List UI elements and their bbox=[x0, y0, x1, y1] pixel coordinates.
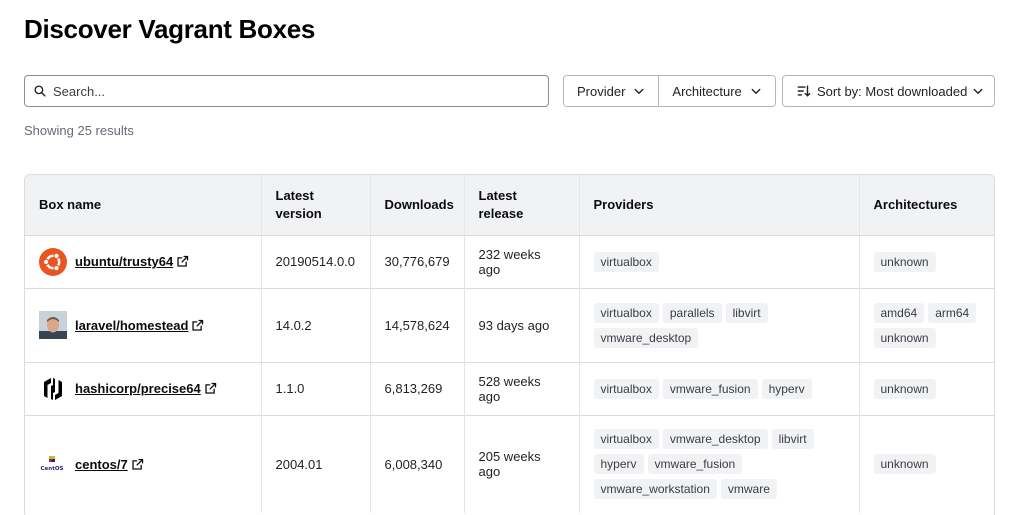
filter-group: Provider Architecture bbox=[563, 75, 776, 107]
provider-tag: vmware bbox=[720, 479, 777, 500]
table-row: laravel/homestead 14.0.2 14,578,624 93 d… bbox=[25, 288, 994, 362]
boxes-table: Box name Latest version Downloads Latest … bbox=[24, 174, 995, 515]
table-row: CentOS centos/7 2004.01 6,008,340 205 we… bbox=[25, 415, 994, 513]
architecture-tag: unknown bbox=[873, 454, 936, 475]
box-link-hashicorp-precise64[interactable]: hashicorp/precise64 bbox=[75, 381, 217, 396]
table-row: hashicorp/precise64 1.1.0 6,813,269 528 … bbox=[25, 362, 994, 415]
header-downloads: Downloads bbox=[369, 175, 464, 235]
version-cell: 1.1.0 bbox=[260, 362, 370, 415]
release-cell: 205 weeks ago bbox=[463, 415, 579, 513]
chevron-down-icon bbox=[634, 88, 644, 94]
version-cell: 14.0.2 bbox=[260, 288, 370, 362]
provider-filter-label: Provider bbox=[577, 83, 626, 99]
header-latest-version: Latest version bbox=[260, 175, 370, 235]
downloads-cell: 6,813,269 bbox=[369, 362, 464, 415]
architecture-filter-button[interactable]: Architecture bbox=[658, 76, 775, 106]
external-link-icon bbox=[177, 255, 189, 267]
sort-label: Sort by: Most downloaded bbox=[817, 83, 968, 99]
architecture-tag: arm64 bbox=[928, 302, 977, 323]
header-providers: Providers bbox=[578, 175, 859, 235]
provider-tag: libvirt bbox=[771, 429, 814, 450]
release-cell: 93 days ago bbox=[463, 288, 579, 362]
header-architectures: Architectures bbox=[858, 175, 994, 235]
providers-cell: virtualbox bbox=[578, 235, 859, 288]
sort-button[interactable]: Sort by: Most downloaded bbox=[782, 75, 995, 107]
architecture-tag: unknown bbox=[873, 251, 936, 272]
chevron-down-icon bbox=[751, 88, 761, 94]
provider-tag: parallels bbox=[662, 302, 722, 323]
box-name-cell: hashicorp/precise64 bbox=[25, 362, 261, 415]
architecture-tag: unknown bbox=[873, 327, 936, 348]
provider-filter-button[interactable]: Provider bbox=[564, 76, 659, 106]
release-cell: 528 weeks ago bbox=[463, 362, 579, 415]
architecture-tag: amd64 bbox=[873, 302, 925, 323]
user-photo-icon bbox=[39, 311, 67, 339]
provider-tag: vmware_fusion bbox=[662, 378, 758, 399]
box-name-cell: ubuntu/trusty64 bbox=[25, 235, 261, 288]
provider-tag: vmware_fusion bbox=[647, 454, 743, 475]
architecture-tag: unknown bbox=[873, 378, 936, 399]
box-name-cell: CentOS centos/7 bbox=[25, 415, 261, 513]
header-box-name: Box name bbox=[39, 196, 102, 212]
architectures-cell: unknown bbox=[858, 235, 994, 288]
architectures-cell: amd64 arm64 unknown bbox=[858, 288, 994, 362]
search-box[interactable] bbox=[24, 75, 549, 107]
provider-tag: hyperv bbox=[761, 378, 812, 399]
results-count: Showing 25 results bbox=[24, 123, 134, 138]
hashicorp-logo-icon bbox=[39, 375, 67, 403]
provider-tag: libvirt bbox=[725, 302, 768, 323]
svg-text:CentOS: CentOS bbox=[41, 466, 64, 472]
ubuntu-logo-icon bbox=[39, 247, 67, 276]
search-input[interactable] bbox=[53, 83, 533, 99]
external-link-icon bbox=[132, 458, 143, 470]
version-cell: 20190514.0.0 bbox=[260, 235, 370, 288]
external-link-icon bbox=[205, 382, 216, 394]
chevron-down-icon bbox=[973, 88, 983, 94]
version-cell: 2004.01 bbox=[260, 415, 370, 513]
header-latest-release: Latest release bbox=[463, 175, 579, 235]
provider-tag: virtualbox bbox=[593, 251, 659, 272]
provider-tag: hyperv bbox=[593, 454, 644, 475]
release-cell: 232 weeks ago bbox=[463, 235, 579, 288]
provider-tag: vmware_workstation bbox=[593, 479, 717, 500]
sort-icon bbox=[797, 85, 811, 97]
search-icon bbox=[34, 85, 46, 97]
architectures-cell: unknown bbox=[858, 362, 994, 415]
architecture-filter-label: Architecture bbox=[672, 83, 742, 99]
provider-tag: vmware_desktop bbox=[593, 327, 699, 348]
provider-tag: virtualbox bbox=[593, 302, 659, 323]
architectures-cell: unknown bbox=[858, 415, 994, 513]
provider-tag: virtualbox bbox=[593, 378, 659, 399]
external-link-icon bbox=[192, 319, 204, 331]
box-name-cell: laravel/homestead bbox=[25, 288, 261, 362]
provider-tag: virtualbox bbox=[593, 429, 659, 450]
box-link-centos-7[interactable]: centos/7 bbox=[75, 457, 144, 472]
provider-tag: vmware_desktop bbox=[662, 429, 768, 450]
downloads-cell: 30,776,679 bbox=[369, 235, 464, 288]
downloads-cell: 14,578,624 bbox=[369, 288, 464, 362]
table-header-row: Box name Latest version Downloads Latest … bbox=[25, 175, 994, 235]
box-link-ubuntu-trusty64[interactable]: ubuntu/trusty64 bbox=[75, 254, 189, 269]
providers-cell: virtualbox parallels libvirt vmware_desk… bbox=[578, 288, 859, 362]
page-title: Discover Vagrant Boxes bbox=[24, 14, 316, 44]
providers-cell: virtualbox vmware_fusion hyperv bbox=[578, 362, 859, 415]
downloads-cell: 6,008,340 bbox=[369, 415, 464, 513]
centos-logo-icon: CentOS bbox=[39, 450, 67, 478]
table-row: ubuntu/trusty64 20190514.0.0 30,776,679 … bbox=[25, 235, 994, 288]
providers-cell: virtualbox vmware_desktop libvirt hyperv… bbox=[578, 415, 859, 513]
box-link-laravel-homestead[interactable]: laravel/homestead bbox=[75, 318, 204, 333]
